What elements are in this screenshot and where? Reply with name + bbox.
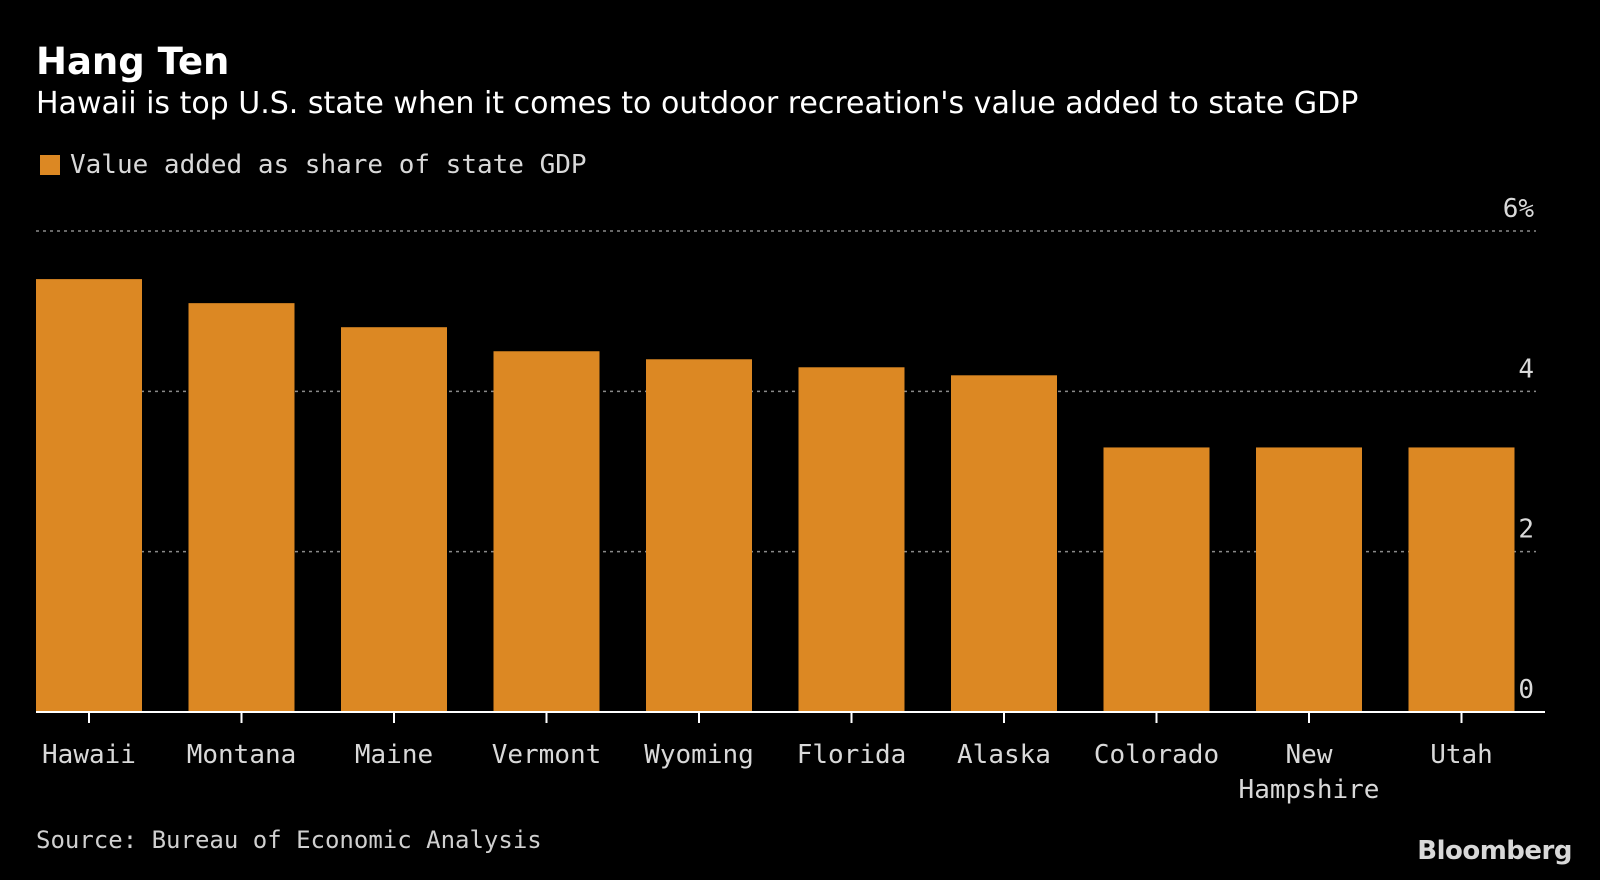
source-note: Source: Bureau of Economic Analysis [36,826,542,854]
legend-swatch [40,155,60,175]
x-tick-label: New [1286,740,1333,770]
bloomberg-logo: Bloomberg [1417,836,1572,866]
x-tick-label: Maine [355,740,433,770]
x-tick-label: Florida [797,740,907,770]
x-tick-label: Vermont [492,740,602,770]
x-tick-label: Colorado [1094,740,1219,770]
legend: Value added as share of state GDP [40,150,587,180]
legend-label: Value added as share of state GDP [70,150,587,180]
bar [646,359,752,712]
x-tick-label: Alaska [957,740,1051,770]
y-tick-label: 6% [1503,194,1535,224]
x-tick-label: Wyoming [644,740,754,770]
x-tick-label: Montana [187,740,297,770]
bar [798,367,905,712]
chart-subtitle: Hawaii is top U.S. state when it comes t… [36,86,1359,121]
x-tick-label: Hawaii [42,740,136,770]
y-tick-label: 4 [1518,354,1534,384]
bar [951,375,1057,712]
bar [1256,447,1362,712]
x-tick-label: Hampshire [1239,775,1380,805]
y-tick-label: 0 [1518,675,1534,705]
bar [1103,447,1210,712]
bar [493,351,600,712]
y-tick-label: 2 [1518,515,1534,545]
bar [36,279,142,712]
x-tick-label: Utah [1430,740,1493,770]
bar [341,327,447,712]
bar [188,303,295,712]
chart-title: Hang Ten [36,40,230,83]
bar [1408,447,1515,712]
